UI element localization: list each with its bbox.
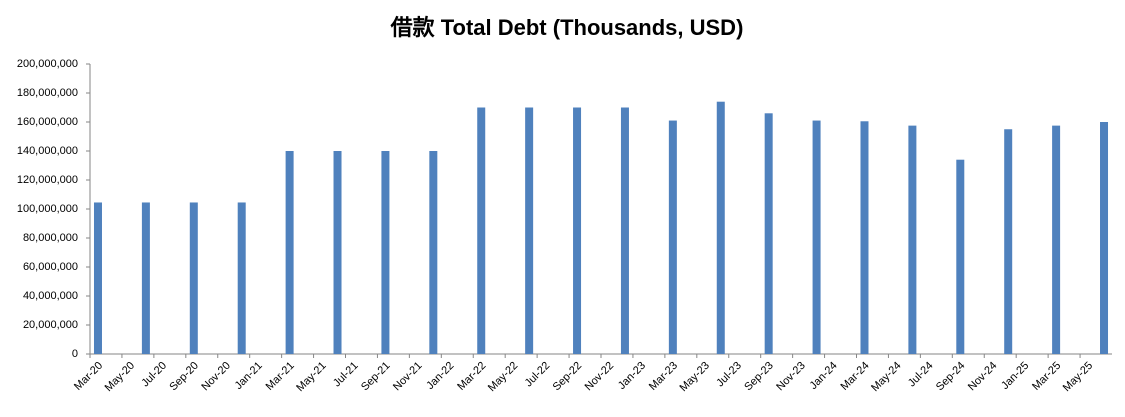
x-tick-label: May-21 [294,360,328,394]
x-tick-label: Sep-22 [551,360,585,394]
x-tick-label: Mar-21 [264,360,297,393]
x-tick-label: Sep-23 [742,360,776,394]
x-tick-label: May-22 [486,360,520,394]
x-tick-label: Nov-23 [774,360,808,394]
x-tick-label: Jan-23 [616,360,648,392]
bar [189,202,198,354]
x-tick-label: Nov-24 [966,360,1000,394]
bar [93,202,102,354]
y-tick-label: 180,000,000 [17,87,78,99]
x-tick-label: Jul-22 [523,360,553,390]
bar [237,202,246,354]
bar [525,107,534,354]
bar [1052,125,1061,354]
bar [956,159,965,354]
bar [908,125,917,354]
x-tick-label: May-20 [103,360,137,394]
x-tick-label: Sep-24 [934,360,968,394]
x-tick-label: Jul-21 [331,360,361,390]
x-tick-label: Jul-24 [906,360,936,390]
bar [716,101,725,354]
bar [620,107,629,354]
x-tick-label: Mar-25 [1030,360,1063,393]
y-tick-label: 120,000,000 [17,174,78,186]
y-tick-label: 60,000,000 [23,261,78,273]
x-tick-label: May-23 [678,360,712,394]
x-tick-label: Mar-24 [839,360,872,393]
bar [381,151,390,354]
x-tick-label: Jul-23 [714,360,744,390]
x-tick-label: Mar-20 [72,360,105,393]
x-tick-label: Sep-20 [167,360,201,394]
y-tick-label: 0 [72,348,78,360]
x-tick-label: Jan-25 [999,360,1031,392]
bar [141,202,150,354]
y-tick-label: 140,000,000 [17,145,78,157]
bar [1004,129,1013,354]
bar [1100,122,1109,354]
x-tick-label: Jul-20 [139,360,169,390]
x-tick-label: Sep-21 [359,360,393,394]
x-tick-label: Jan-21 [233,360,265,392]
y-tick-label: 20,000,000 [23,319,78,331]
chart-title: 借款 Total Debt (Thousands, USD) [390,15,744,40]
y-tick-label: 40,000,000 [23,290,78,302]
y-tick-label: 200,000,000 [17,58,78,70]
x-tick-label: May-24 [869,360,903,394]
bar [812,120,821,354]
bar [477,107,486,354]
x-tick-label: Mar-23 [647,360,680,393]
x-tick-label: Nov-22 [583,360,617,394]
bar [333,151,342,354]
bar [573,107,582,354]
x-tick-label: Jan-24 [807,360,839,392]
y-tick-label: 160,000,000 [17,116,78,128]
x-tick-label: Nov-20 [199,360,233,394]
x-tick-label: Nov-21 [391,360,425,394]
y-tick-label: 100,000,000 [17,203,78,215]
bar [764,113,773,354]
x-tick-label: May-25 [1061,360,1095,394]
bar [429,151,438,354]
y-tick-label: 80,000,000 [23,232,78,244]
x-tick-label: Jan-22 [424,360,456,392]
bar [860,121,869,355]
x-tick-label: Mar-22 [455,360,488,393]
bar [668,120,677,354]
bar [285,151,294,354]
